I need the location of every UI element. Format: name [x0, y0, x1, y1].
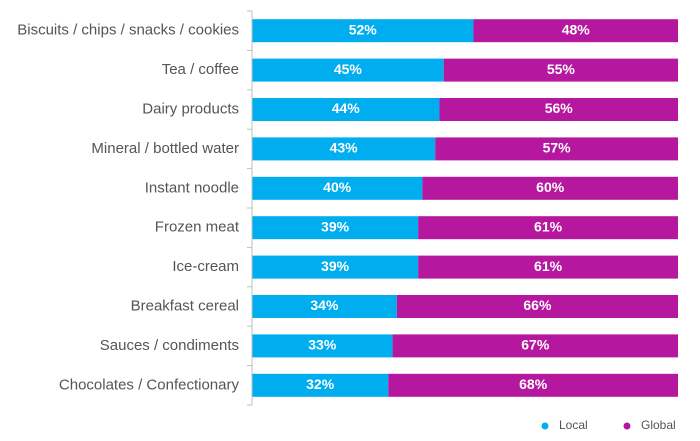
bar-global: [422, 176, 678, 200]
data-label-global: 68%: [519, 376, 548, 392]
data-label-global: 67%: [521, 337, 550, 353]
category-label: Frozen meat: [155, 219, 240, 236]
bar-global: [418, 255, 678, 279]
legend-label-global: Global: [641, 418, 676, 432]
bar-local: [252, 216, 419, 240]
data-label-local: 39%: [321, 258, 350, 274]
bar-global: [435, 137, 678, 161]
bar-global: [388, 373, 678, 397]
data-label-local: 52%: [349, 21, 378, 37]
bar-local: [252, 176, 423, 200]
data-label-local: 32%: [306, 376, 335, 392]
category-label: Sauces / condiments: [100, 337, 239, 354]
bar-global: [392, 334, 678, 358]
legend: Local Global: [541, 418, 676, 432]
category-label: Dairy products: [142, 100, 239, 117]
data-label-local: 33%: [308, 337, 337, 353]
bar-global: [443, 58, 678, 82]
legend-label-local: Local: [559, 418, 588, 432]
bar-local: [252, 373, 389, 397]
bar-local: [252, 255, 419, 279]
data-label-local: 40%: [323, 179, 352, 195]
category-label: Biscuits / chips / snacks / cookies: [17, 22, 239, 39]
bar-global: [418, 216, 678, 240]
data-label-global: 61%: [534, 258, 563, 274]
data-label-local: 44%: [332, 100, 361, 116]
bar-global: [439, 98, 678, 121]
legend-marker-global: [623, 422, 631, 430]
bar-local: [252, 19, 474, 43]
bar-global: [473, 19, 678, 43]
bar-global: [396, 295, 678, 318]
category-label: Ice-cream: [172, 258, 239, 275]
data-label-global: 61%: [534, 218, 563, 234]
legend-marker-local: [541, 422, 549, 430]
bars-layer: 52% 48% 45% 55% 44% 56% 43% 57% 40% 60% 39% 61% 39% 6…: [252, 19, 678, 397]
bar-local: [252, 98, 440, 121]
category-label: Mineral / bottled water: [91, 140, 239, 157]
data-label-local: 34%: [310, 297, 339, 313]
category-labels-layer: Biscuits / chips / snacks / cookies Tea /…: [17, 22, 240, 394]
data-label-local: 39%: [321, 218, 350, 234]
category-label: Instant noodle: [145, 179, 239, 196]
data-label-global: 55%: [547, 61, 576, 77]
bar-local: [252, 137, 436, 161]
category-label: Tea / coffee: [162, 61, 239, 78]
category-label: Chocolates / Confectionary: [59, 376, 240, 393]
bar-local: [252, 295, 397, 318]
data-label-global: 56%: [545, 100, 574, 116]
data-label-local: 43%: [330, 140, 359, 156]
category-label: Breakfast cereal: [131, 297, 239, 314]
data-label-global: 48%: [562, 21, 591, 37]
data-label-local: 45%: [334, 61, 363, 77]
data-label-global: 66%: [523, 297, 552, 313]
bar-local: [252, 334, 393, 358]
data-label-global: 60%: [536, 179, 565, 195]
bar-local: [252, 58, 444, 82]
data-label-global: 57%: [543, 140, 572, 156]
axis-ticks-layer: [247, 10, 252, 406]
